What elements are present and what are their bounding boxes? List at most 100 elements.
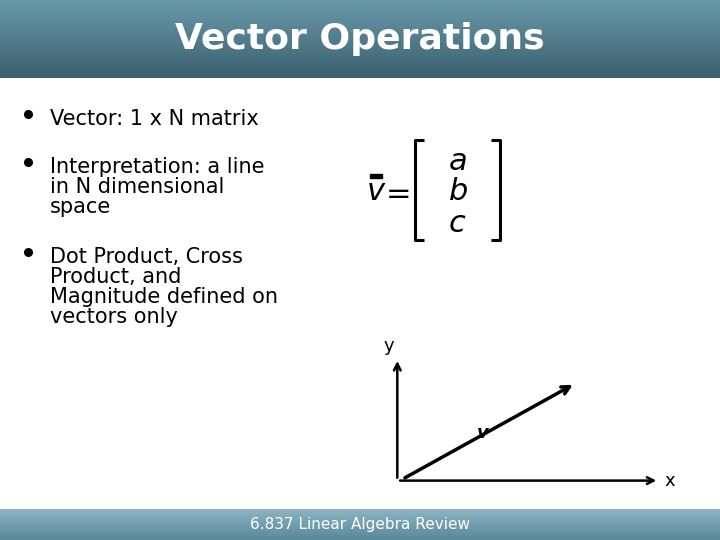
Bar [0,32,720,33]
Bar [0,56,720,57]
Bar [0,530,720,531]
Bar [0,521,720,522]
Bar [0,534,720,535]
Bar [0,70,720,71]
Bar [0,71,720,72]
Bar [0,26,720,27]
Bar [0,521,720,522]
Bar [0,12,720,13]
Bar [0,6,720,7]
Text: Dot Product, Cross: Dot Product, Cross [50,247,243,267]
Bar [0,528,720,529]
Bar [0,62,720,63]
Bar [0,520,720,521]
Bar [0,29,720,30]
Bar [0,52,720,53]
Bar [0,55,720,56]
Bar [0,511,720,512]
Bar [0,20,720,21]
Bar [0,17,720,18]
Bar [0,41,720,42]
Bar [0,5,720,6]
Bar [0,532,720,533]
Bar [0,65,720,66]
Bar [0,511,720,512]
Bar [0,58,720,59]
Bar [0,11,720,12]
Bar [0,514,720,515]
Bar [0,42,720,43]
Bar [0,515,720,516]
Bar [0,25,720,26]
Bar [370,174,382,178]
Bar [0,9,720,11]
Bar [0,510,720,511]
Bar [0,38,720,39]
Bar [0,8,720,9]
Bar [0,3,720,5]
Bar [0,68,720,69]
Bar [0,44,720,45]
Bar [0,18,720,20]
Bar [0,38,720,39]
Bar [0,44,720,45]
Bar [0,14,720,15]
Bar [0,9,720,10]
Bar [0,514,720,515]
Bar [0,517,720,518]
Text: Product, and: Product, and [50,267,181,287]
Bar [0,39,720,41]
Bar [0,66,720,68]
Bar [0,529,720,530]
Text: vectors only: vectors only [50,307,178,327]
Bar [0,524,720,525]
Bar [0,45,720,46]
Bar [0,519,720,520]
Bar [0,12,720,14]
Bar [0,519,720,520]
Bar [0,518,720,519]
Text: Interpretation: a line: Interpretation: a line [50,157,264,177]
Bar [0,531,720,532]
Bar [0,15,720,16]
Bar [0,4,720,5]
Bar [0,39,720,40]
Bar [0,523,720,524]
Bar [0,49,720,50]
Bar [0,0,720,1]
Bar [0,525,720,526]
Bar [0,53,720,54]
Bar [0,31,720,32]
Bar [0,528,720,529]
Bar [0,512,720,513]
Bar [0,536,720,537]
Bar [0,527,720,528]
Bar [0,15,720,16]
Bar [0,521,720,522]
Bar [0,35,720,36]
Bar [0,36,720,37]
Bar [0,529,720,530]
Bar [0,522,720,523]
Bar [0,36,720,37]
Bar [0,37,720,38]
Bar [0,531,720,532]
Bar [0,528,720,529]
Bar [0,50,720,51]
Bar [0,512,720,513]
Bar [0,60,720,61]
Bar [0,534,720,535]
Bar [0,516,720,517]
Bar [0,22,720,23]
Text: y: y [384,338,395,355]
Bar [0,53,720,55]
Bar [0,68,720,69]
Bar [0,48,720,49]
Bar [0,516,720,517]
Bar [0,523,720,524]
Bar [0,11,720,12]
Bar [0,533,720,534]
Bar [0,46,720,48]
Bar [0,536,720,537]
Bar [0,45,720,47]
